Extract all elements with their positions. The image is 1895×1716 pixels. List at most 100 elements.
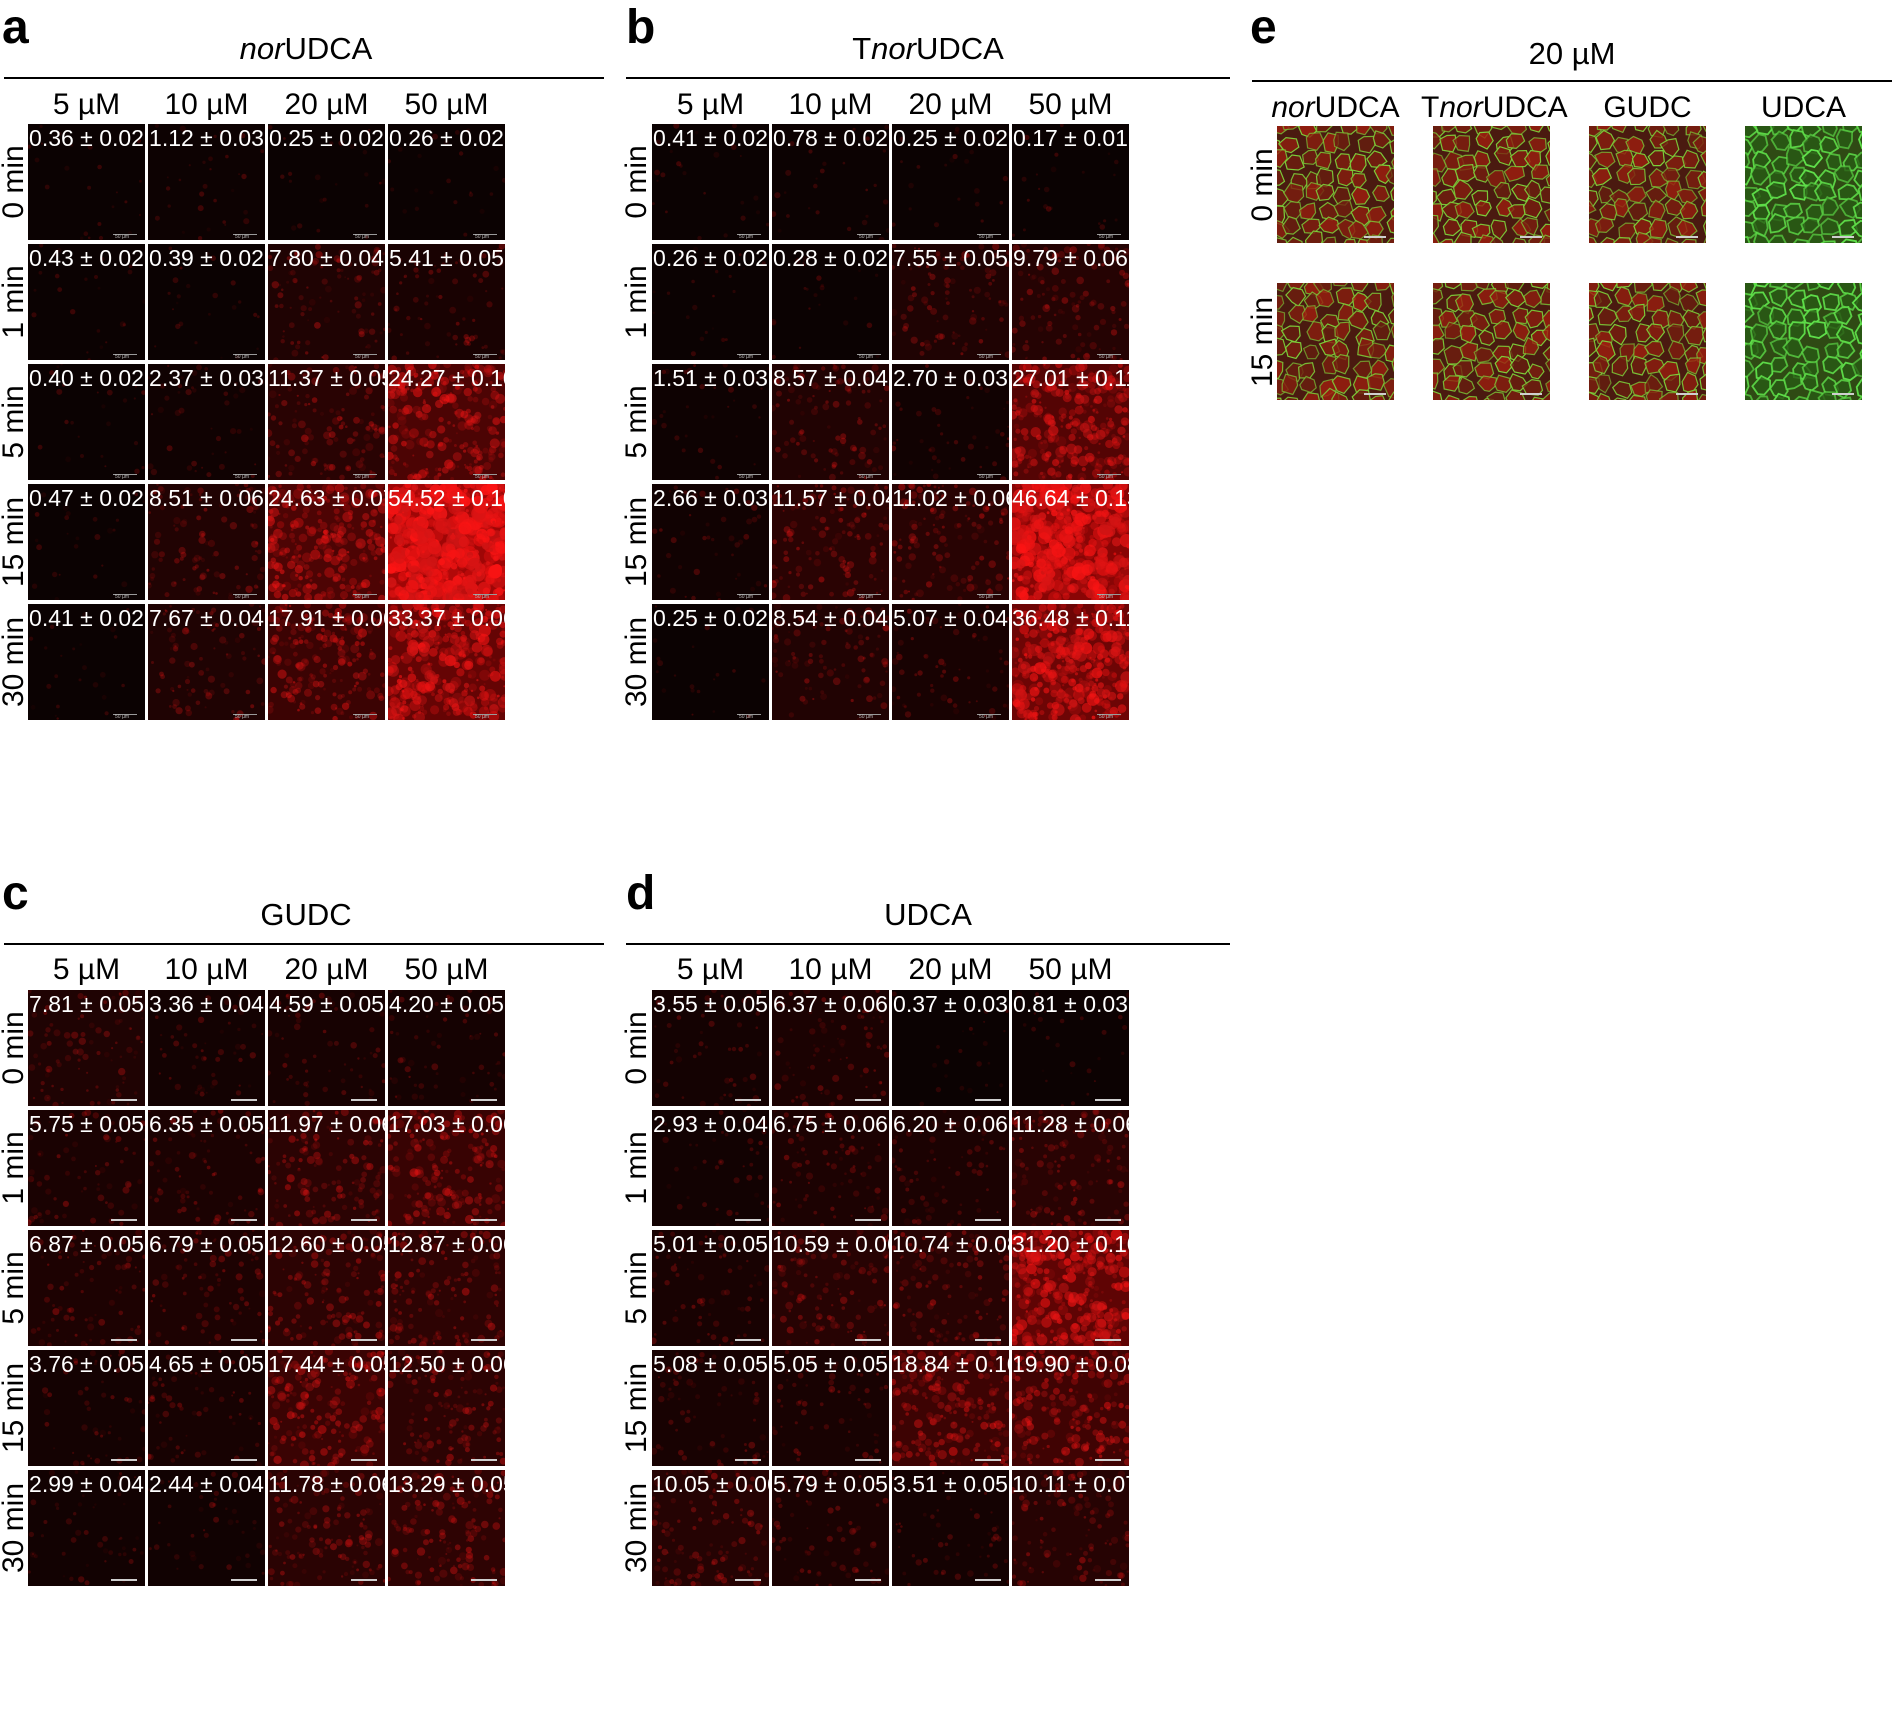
fluorescence-spot [311, 457, 318, 464]
fluorescence-spot [305, 628, 309, 632]
fluorescence-spot [284, 641, 289, 646]
panel-b-title-italic: nor [871, 31, 916, 66]
fluorescence-spot [432, 518, 445, 531]
fluorescence-texture [28, 604, 145, 720]
fluorescence-spot [306, 484, 311, 489]
fluorescence-spot [96, 329, 101, 333]
fluorescence-spot [484, 364, 495, 376]
fluorescence-spot [182, 627, 189, 635]
fluorescence-spot [467, 647, 474, 654]
fluorescence-base [892, 484, 1009, 600]
fluorescence-spot [154, 1197, 160, 1203]
fluorescence-spot [150, 576, 155, 581]
fluorescence-spot [291, 538, 296, 543]
fluorescence-spot [377, 302, 382, 306]
fluorescence-spot [206, 252, 210, 255]
fluorescence-spot [213, 647, 216, 650]
fluorescence-spot [878, 522, 884, 528]
fluorescence-spot [388, 327, 392, 333]
fluorescence-spot [375, 536, 385, 547]
fluorescence-spot [705, 522, 710, 527]
fluorescence-spot [278, 421, 283, 426]
fluorescence-spot [815, 210, 820, 215]
fluorescence-spot [741, 493, 747, 499]
fluorescence-spot [350, 558, 358, 567]
fluorescence-spot [308, 557, 314, 562]
fluorescence-spot [355, 538, 366, 549]
fluorescence-spot [1059, 445, 1068, 455]
fluorescence-spot [152, 1137, 158, 1143]
fluorescence-spot [363, 557, 369, 563]
fluorescence-spot [691, 595, 696, 600]
fluorescence-spot [210, 255, 216, 261]
fluorescence-spot [802, 255, 809, 262]
fluorescence-spot [1087, 434, 1094, 441]
scale-bar-label: 50 µm [115, 474, 129, 480]
fluorescence-spot [1082, 428, 1093, 439]
fluorescence-spot [1065, 564, 1069, 568]
fluorescence-spot [420, 649, 424, 652]
fluorescence-spot [326, 476, 331, 480]
fluorescence-spot [313, 1164, 317, 1167]
fluorescence-spot [1107, 152, 1111, 155]
fluorescence-spot [1089, 535, 1094, 540]
scale-bar [231, 1099, 257, 1101]
fluorescence-spot [1091, 468, 1101, 478]
fluorescence-spot [1057, 647, 1064, 654]
fluorescence-spot [464, 364, 473, 372]
fluorescence-spot [1097, 303, 1105, 310]
fluorescence-spot [988, 560, 996, 568]
fluorescence-spot [949, 278, 956, 285]
fluorescence-spot [473, 459, 478, 464]
fluorescence-spot [199, 1091, 205, 1097]
fluorescence-spot [151, 551, 159, 559]
fluorescence-spot [409, 646, 419, 655]
fluorescence-spot [438, 653, 447, 662]
fluorescence-spot [929, 273, 936, 280]
fluorescence-spot [249, 1052, 256, 1059]
panel-d-rule [626, 943, 1230, 945]
fluorescence-spot [725, 487, 729, 491]
fluorescence-spot [970, 313, 978, 321]
fluorescence-spot [389, 518, 394, 522]
fluorescence-spot [361, 1171, 368, 1178]
fluorescence-spot [763, 584, 768, 588]
fluorescence-spot [1085, 589, 1095, 599]
fluorescence-spot [288, 464, 295, 472]
fluorescence-spot [388, 364, 397, 375]
fluorescence-spot [212, 622, 218, 628]
fluorescence-spot [208, 689, 215, 696]
fluorescence-spot [971, 532, 979, 540]
fluorescence-spot [206, 472, 212, 478]
fluorescence-spot [450, 625, 455, 631]
fluorescence-spot [158, 494, 163, 499]
fluorescence-spot [654, 169, 660, 176]
fluorescence-spot [455, 261, 458, 265]
fluorescence-spot [230, 619, 234, 622]
fluorescence-spot [159, 671, 164, 677]
fluorescence-spot [56, 717, 59, 720]
fluorescence-spot [496, 642, 504, 649]
fluorescence-spot [853, 645, 858, 650]
panel-b-col-label: 5 µM [676, 88, 745, 121]
fluorescence-spot [1040, 280, 1045, 285]
fluorescence-spot [284, 604, 288, 607]
fluorescence-spot [420, 604, 428, 611]
fluorescence-spot [115, 1088, 120, 1092]
fluorescence-spot [901, 502, 909, 510]
fluorescence-spot [812, 697, 815, 701]
scale-bar [1097, 354, 1121, 355]
fluorescence-spot [938, 565, 942, 569]
fluorescence-spot [285, 692, 292, 699]
fluorescence-spot [219, 636, 227, 644]
fluorescence-spot [793, 364, 801, 370]
fluorescence-spot [449, 392, 453, 395]
fluorescence-spot [1034, 717, 1038, 720]
fluorescence-spot [326, 586, 334, 594]
fluorescence-spot [275, 625, 283, 632]
fluorescence-spot [323, 534, 329, 540]
fluorescence-spot [1094, 387, 1101, 395]
fluorescence-spot [1032, 495, 1044, 507]
fluorescence-spot [453, 410, 458, 415]
fluorescence-spot [427, 662, 431, 666]
